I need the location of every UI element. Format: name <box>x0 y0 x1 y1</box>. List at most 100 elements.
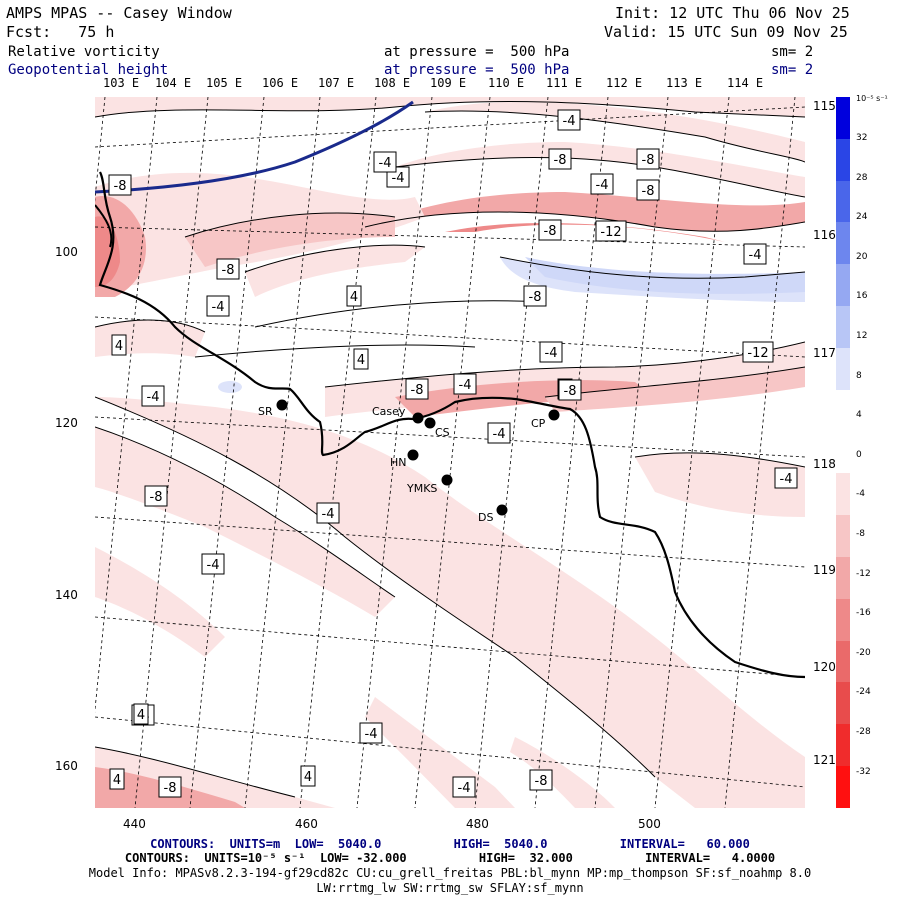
contour-label: -4 <box>780 472 793 487</box>
x-tick: 460 <box>295 817 318 831</box>
contour-label-box <box>774 467 798 489</box>
lon-label: 110 E <box>488 76 525 90</box>
field2-smoothing: sm= 2 <box>771 62 814 78</box>
contour-label-box <box>742 341 774 363</box>
lon-label: 106 E <box>262 76 299 90</box>
contour-label-box <box>373 151 397 173</box>
contour-label-box <box>452 776 476 798</box>
contour-label-box <box>743 243 767 265</box>
colorbar-label: -20 <box>856 647 871 658</box>
contour-label-box <box>405 378 429 400</box>
field1-level: at pressure = 500 hPa <box>384 44 570 60</box>
contour-label-box <box>108 174 132 196</box>
colorbar-label: -8 <box>856 529 865 539</box>
longitude-labels: 103 E 104 E 105 E 106 E 107 E 108 E 109 … <box>0 76 900 92</box>
contour-label: 4 <box>115 339 123 354</box>
contour-label-box <box>300 765 316 787</box>
y-tick: 140 <box>55 588 78 602</box>
colorbar-label: 8 <box>856 370 862 381</box>
contour-label: -8 <box>150 490 163 505</box>
colorbar-label: 16 <box>856 291 868 302</box>
colorbar-segment <box>836 264 850 307</box>
lon-label: 109 E <box>430 76 467 90</box>
colorbar-segment <box>836 473 850 516</box>
contour-label-box <box>529 769 553 791</box>
contour-label: -4 <box>545 346 558 361</box>
lon-label: 103 E <box>103 76 140 90</box>
colorbar-label: 4 <box>856 410 862 421</box>
colorbar-segment <box>836 347 850 390</box>
footer-physics: LW:rrtmg_lw SW:rrtmg_sw SFLAY:sf_mynn <box>316 881 584 895</box>
field2-name: Geopotential height <box>8 62 169 78</box>
contour-label-box <box>141 385 165 407</box>
contour-label: -8 <box>554 153 567 168</box>
footer-contours-vorticity: CONTOURS: UNITS=10⁻⁵ s⁻¹ LOW= -32.000 HI… <box>124 851 776 865</box>
colorbar-segment <box>836 682 850 725</box>
contour-label: -12 <box>600 225 621 240</box>
colorbar-label: 12 <box>856 331 868 341</box>
contour-label-box <box>216 258 240 280</box>
contour-label: 4 <box>357 353 365 368</box>
contour-label: -4 <box>392 171 405 186</box>
x-tick: 440 <box>123 817 146 831</box>
colorbar-label: 20 <box>856 251 868 262</box>
station-marker <box>548 409 560 421</box>
contour-labels: -4-8-4-8-4-8-4-8-12-4-8-12-84-8-448-4-44… <box>108 109 798 798</box>
lon-label: 112 E <box>606 76 643 90</box>
contour-label-box <box>539 341 563 363</box>
contour-label: -8 <box>164 781 177 796</box>
colorbar-segment <box>836 138 850 181</box>
contour-label: -4 <box>563 114 576 129</box>
field2-level: at pressure = 500 hPa <box>384 62 570 78</box>
station-marker <box>407 449 419 461</box>
contour-label-box <box>538 219 562 241</box>
contour-label-box <box>557 109 581 131</box>
colorbar-label: -28 <box>856 727 871 737</box>
station-label: CS <box>435 426 450 439</box>
contour-label: -4 <box>322 507 335 522</box>
contour-label: -8 <box>114 179 127 194</box>
station-label: Casey <box>372 405 406 418</box>
y-tick: 160 <box>55 759 78 773</box>
colorbar <box>836 97 850 808</box>
station-label: SR <box>258 405 273 418</box>
field1-name: Relative vorticity <box>8 44 160 60</box>
colorbar-segment <box>836 180 850 223</box>
colorbar-segment <box>836 306 850 348</box>
x-tick: 500 <box>638 817 661 831</box>
lon-label: 105 E <box>206 76 243 90</box>
contour-label: -4 <box>459 378 472 393</box>
contour-label-box <box>636 148 660 170</box>
lon-label: 111 E <box>546 76 583 90</box>
contour-label: 4 <box>304 770 312 785</box>
contour-label: 4 <box>137 708 145 723</box>
y-tick: 100 <box>55 245 78 259</box>
contour-label-box <box>487 422 511 444</box>
contour-label: -8 <box>222 263 235 278</box>
lon-label: 104 E <box>155 76 192 90</box>
station-marker <box>441 474 453 486</box>
contour-label: -8 <box>535 774 548 789</box>
colorbar-label: -32 <box>856 766 871 777</box>
contour-label: -8 <box>544 224 557 239</box>
contour-label-box <box>111 334 127 356</box>
chart-title: AMPS MPAS -- Casey Window <box>6 4 232 22</box>
contour-label-box <box>359 722 383 744</box>
lon-label: 108 E <box>374 76 411 90</box>
station-marker <box>496 504 508 516</box>
contour-label-box <box>595 220 627 242</box>
contour-label-box <box>201 553 225 575</box>
vorticity-contours <box>95 101 805 798</box>
contour-label: -4 <box>596 178 609 193</box>
contour-label-box <box>523 285 547 307</box>
colorbar-label: -16 <box>856 608 871 619</box>
contour-label: -4 <box>212 300 225 315</box>
station-label: CP <box>531 417 546 430</box>
geopotential-height-contour <box>95 100 414 194</box>
footer-model-info: Model Info: MPASv8.2.3-194-gf29cd82c CU:… <box>88 866 812 880</box>
colorbar-segment <box>836 515 850 557</box>
contour-label: -4 <box>493 427 506 442</box>
colorbar-segment <box>836 724 850 766</box>
contour-label: -8 <box>642 153 655 168</box>
contour-label-box <box>158 776 182 798</box>
